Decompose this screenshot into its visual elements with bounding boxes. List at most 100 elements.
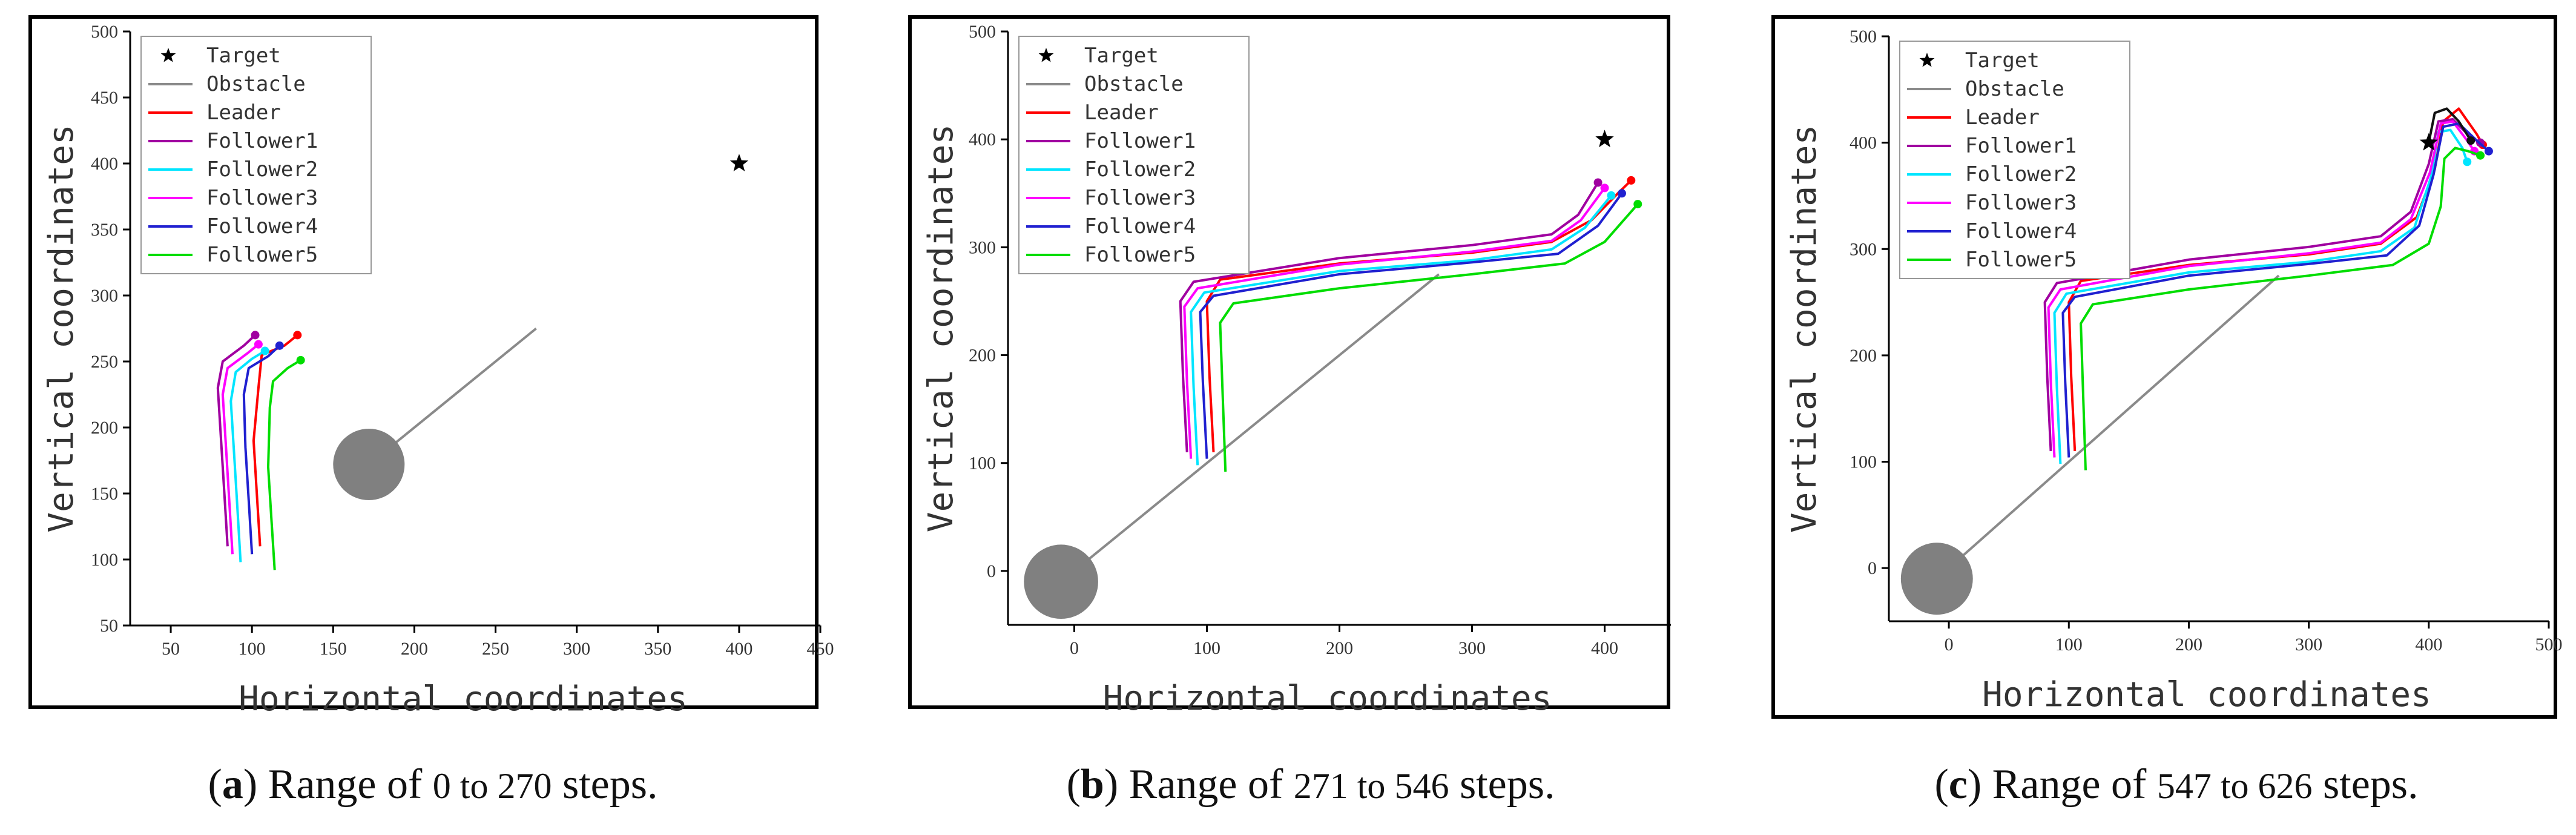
panel-caption: (a) Range of 0 to 270 steps. bbox=[208, 761, 658, 808]
legend-label-target: Target bbox=[1084, 44, 1159, 68]
series-line-follower1 bbox=[216, 334, 256, 547]
y-tick-label: 350 bbox=[91, 220, 118, 240]
y-tick-label: 200 bbox=[91, 418, 118, 438]
legend-label-follower2: Follower2 bbox=[1965, 162, 2077, 186]
series-end-point-follower5 bbox=[2476, 151, 2485, 160]
legend-target-star-icon bbox=[160, 48, 176, 62]
series-end-point-follower3 bbox=[1600, 183, 1609, 193]
panel-frame bbox=[1771, 15, 2557, 719]
target-star-icon bbox=[2419, 133, 2438, 151]
panel-caption: (c) Range of 547 to 626 steps. bbox=[1934, 761, 2418, 808]
series-end-point-follower4 bbox=[1617, 189, 1626, 198]
legend-label-leader: Leader bbox=[206, 101, 281, 125]
chart-panel-c: 0 100 200 300 400 500 0 100 200 300 400 500 Horizont… bbox=[1771, 15, 2563, 808]
y-axis-title: Vertical coordinates bbox=[1785, 125, 1824, 533]
x-tick-label: 400 bbox=[1591, 638, 1618, 658]
legend-box bbox=[1018, 36, 1250, 274]
legend-box bbox=[140, 36, 372, 274]
x-tick-label: 450 bbox=[807, 639, 834, 659]
legend-label-target: Target bbox=[1965, 48, 2040, 73]
series-line-follower5 bbox=[267, 359, 301, 570]
x-axis-title: Horizontal coordinates bbox=[239, 679, 688, 719]
y-tick-label: 300 bbox=[1850, 239, 1877, 259]
series-end-point-follower4 bbox=[275, 341, 284, 350]
legend-label-target: Target bbox=[206, 44, 281, 68]
y-tick-label: 0 bbox=[987, 561, 996, 581]
legend-label-leader: Leader bbox=[1965, 105, 2040, 130]
y-tick-label: 100 bbox=[969, 454, 996, 474]
legend-target-star-icon bbox=[1038, 48, 1054, 62]
chart-panel-b: 0 100 200 300 400 0 100 200 300 400 500 Horizontal … bbox=[908, 15, 1671, 808]
x-tick-label: 150 bbox=[320, 639, 347, 659]
y-tick-label: 400 bbox=[1850, 133, 1877, 153]
legend-label-follower1: Follower1 bbox=[206, 129, 318, 153]
legend-label-follower2: Follower2 bbox=[206, 157, 318, 182]
x-axis-title: Horizontal coordinates bbox=[1103, 679, 1552, 718]
x-tick-label: 200 bbox=[401, 639, 428, 659]
x-tick-label: 250 bbox=[482, 639, 509, 659]
obstacle-disc bbox=[1900, 543, 1973, 615]
series-line-follower5 bbox=[2080, 147, 2481, 470]
x-tick-label: 100 bbox=[1193, 638, 1220, 658]
y-tick-label: 100 bbox=[1850, 452, 1877, 472]
x-tick-label: 400 bbox=[725, 639, 753, 659]
series-line-follower4 bbox=[242, 345, 281, 555]
series-end-point-follower2 bbox=[1607, 191, 1616, 200]
series-end-point-follower2 bbox=[2463, 157, 2472, 167]
x-tick-label: 500 bbox=[2535, 635, 2563, 655]
series-line-follower5 bbox=[1219, 203, 1639, 472]
y-tick-label: 450 bbox=[91, 88, 118, 108]
obstacle-path-line bbox=[368, 327, 537, 466]
x-tick-label: 0 bbox=[1945, 635, 1954, 655]
legend-label-follower3: Follower3 bbox=[1965, 191, 2077, 215]
y-tick-label: 100 bbox=[91, 550, 118, 570]
obstacle-disc bbox=[1024, 544, 1098, 619]
x-tick-label: 200 bbox=[1326, 638, 1353, 658]
legend-label-follower1: Follower1 bbox=[1084, 129, 1196, 153]
x-tick-label: 50 bbox=[162, 639, 180, 659]
x-tick-label: 200 bbox=[2175, 635, 2202, 655]
y-tick-label: 500 bbox=[1850, 27, 1877, 47]
x-tick-label: 300 bbox=[2295, 635, 2322, 655]
series-line-follower2 bbox=[229, 349, 266, 563]
legend-label-follower3: Follower3 bbox=[206, 186, 318, 210]
series-end-point-follower4 bbox=[2484, 147, 2493, 156]
obstacle-disc bbox=[333, 429, 405, 501]
obstacle-path-line bbox=[1935, 274, 2280, 580]
series-line-follower4 bbox=[1199, 193, 1623, 459]
legend-label-obstacle: Obstacle bbox=[206, 72, 306, 96]
series-end-point-leader bbox=[293, 331, 302, 340]
y-tick-label: 150 bbox=[91, 484, 118, 504]
y-axis-title: Vertical coordinates bbox=[921, 124, 961, 532]
legend-label-obstacle: Obstacle bbox=[1084, 72, 1184, 96]
y-tick-label: 50 bbox=[100, 616, 118, 636]
y-tick-label: 400 bbox=[91, 154, 118, 174]
y-tick-label: 500 bbox=[969, 22, 996, 42]
legend-label-follower4: Follower4 bbox=[206, 214, 318, 239]
legend-label-leader: Leader bbox=[1084, 101, 1159, 125]
y-axis-title: Vertical coordinates bbox=[42, 124, 81, 532]
x-tick-label: 0 bbox=[1070, 638, 1079, 658]
series-end-point-follower1 bbox=[251, 331, 260, 340]
x-tick-label: 350 bbox=[644, 639, 671, 659]
series-end-point-leader bbox=[1627, 176, 1636, 185]
series-end-point-follower2 bbox=[260, 346, 269, 355]
legend-box bbox=[1899, 41, 2130, 279]
panel-frame bbox=[28, 15, 819, 709]
x-tick-label: 400 bbox=[2415, 635, 2442, 655]
legend-label-follower4: Follower4 bbox=[1084, 214, 1196, 239]
x-axis-title: Horizontal coordinates bbox=[1982, 675, 2431, 715]
x-tick-label: 300 bbox=[563, 639, 590, 659]
series-end-point-follower1 bbox=[1593, 178, 1603, 187]
series-line-follower2 bbox=[1190, 194, 1612, 466]
y-tick-label: 200 bbox=[1850, 346, 1877, 366]
y-tick-label: 250 bbox=[91, 352, 118, 372]
y-tick-label: 200 bbox=[969, 346, 996, 366]
legend-label-follower4: Follower4 bbox=[1965, 219, 2077, 243]
y-tick-label: 300 bbox=[969, 237, 996, 257]
series-line-follower3 bbox=[221, 343, 260, 555]
legend-label-follower5: Follower5 bbox=[1965, 248, 2077, 272]
target-star-icon bbox=[1595, 130, 1614, 148]
series-line-leader bbox=[252, 334, 298, 547]
